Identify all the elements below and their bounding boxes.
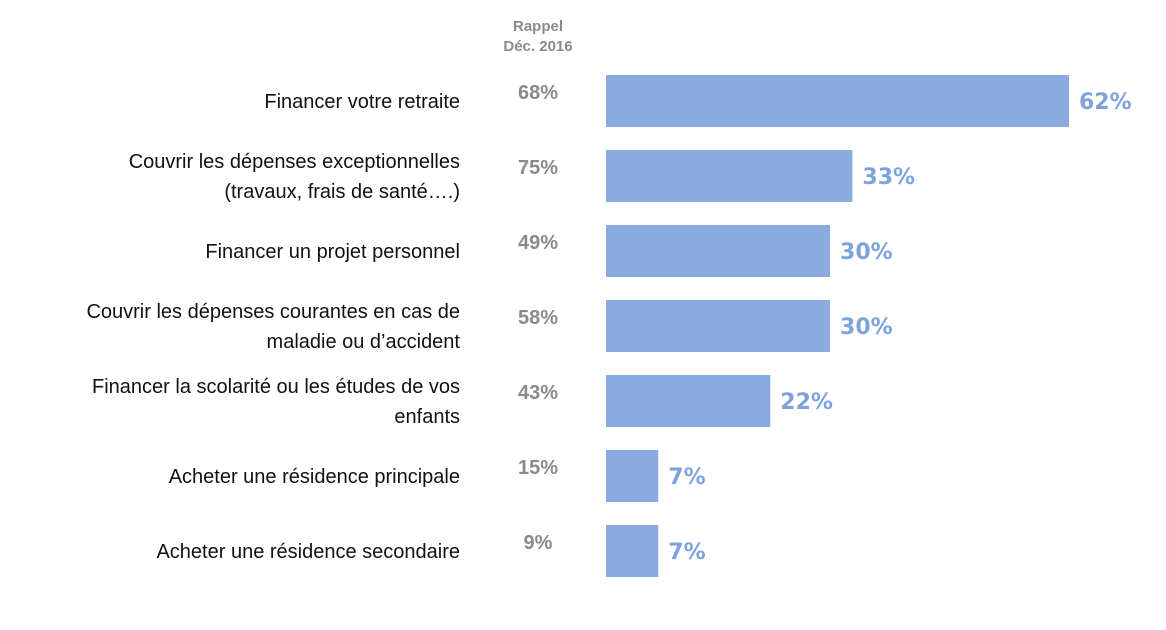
bar	[606, 450, 659, 502]
category-label: Couvrir les dépenses courantes en cas de	[86, 301, 460, 323]
bar-value-label: 62%	[1079, 90, 1132, 115]
recall-value-label: 9%	[524, 532, 553, 554]
bar	[606, 75, 1069, 127]
category-label: maladie ou d’accident	[267, 331, 461, 353]
category-label: (travaux, frais de santé….)	[224, 181, 460, 203]
bar	[606, 300, 831, 352]
bar-value-label: 7%	[668, 465, 705, 490]
chart-rows: Financer votre retraite 68% 62% Couvrir les…	[86, 75, 1132, 577]
category-label: Acheter une résidence principale	[169, 466, 460, 488]
recall-value-label: 43%	[518, 382, 558, 404]
bar-value-label: 7%	[668, 540, 705, 565]
category-label: Financer un projet personnel	[205, 241, 460, 263]
bar	[606, 375, 771, 427]
recall-header-line-2: Déc. 2016	[503, 38, 572, 55]
recall-value-label: 68%	[518, 82, 558, 104]
bar	[606, 525, 659, 577]
category-label: Financer la scolarité ou les études de v…	[92, 376, 460, 398]
recall-value-label: 75%	[518, 157, 558, 179]
bar	[606, 225, 831, 277]
bar-value-label: 30%	[840, 240, 893, 265]
bar-value-label: 30%	[840, 315, 893, 340]
recall-header-line-1: Rappel	[513, 18, 563, 35]
recall-value-label: 58%	[518, 307, 558, 329]
bar	[606, 150, 853, 202]
bar-value-label: 22%	[780, 390, 833, 415]
category-label: Acheter une résidence secondaire	[156, 541, 460, 563]
category-label: enfants	[394, 406, 460, 428]
recall-value-label: 49%	[518, 232, 558, 254]
recall-value-label: 15%	[518, 457, 558, 479]
category-label: Couvrir les dépenses exceptionnelles	[129, 151, 460, 173]
bar-value-label: 33%	[862, 165, 915, 190]
category-label: Financer votre retraite	[264, 91, 460, 113]
